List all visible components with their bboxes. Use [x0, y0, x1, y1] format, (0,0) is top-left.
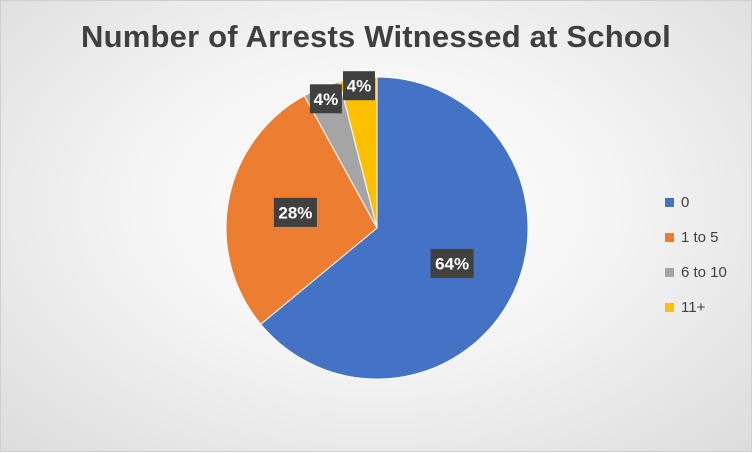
chart-title: Number of Arrests Witnessed at School	[81, 19, 671, 54]
data-label-box	[309, 84, 342, 114]
legend-swatch	[665, 197, 674, 207]
data-label-3: 4%	[309, 84, 342, 114]
legend-swatch	[665, 232, 674, 242]
legend-label: 11+	[681, 298, 706, 316]
data-label-box	[273, 197, 317, 227]
legend-label: 6 to 10	[681, 263, 727, 281]
legend-label: 0	[681, 193, 690, 211]
data-label-4: 4%	[343, 71, 375, 101]
legend-swatch	[665, 302, 674, 312]
data-label-text: 64%	[435, 254, 469, 273]
data-label-text: 4%	[347, 77, 372, 96]
data-label-2: 28%	[273, 197, 317, 227]
legend-item: 11+	[665, 298, 727, 316]
data-label-text: 28%	[278, 203, 312, 222]
data-label-box	[343, 71, 375, 101]
legend-swatch	[665, 267, 674, 277]
pie-slice-0	[259, 76, 529, 380]
data-label-text: 4%	[314, 90, 339, 109]
data-label-1: 64%	[430, 248, 474, 278]
data-label-box	[430, 248, 474, 278]
legend: 0 1 to 5 6 to 10 11+	[665, 193, 727, 333]
legend-item: 1 to 5	[665, 228, 727, 246]
legend-item: 6 to 10	[665, 263, 727, 281]
legend-item: 0	[665, 193, 727, 211]
legend-label: 1 to 5	[681, 228, 719, 246]
